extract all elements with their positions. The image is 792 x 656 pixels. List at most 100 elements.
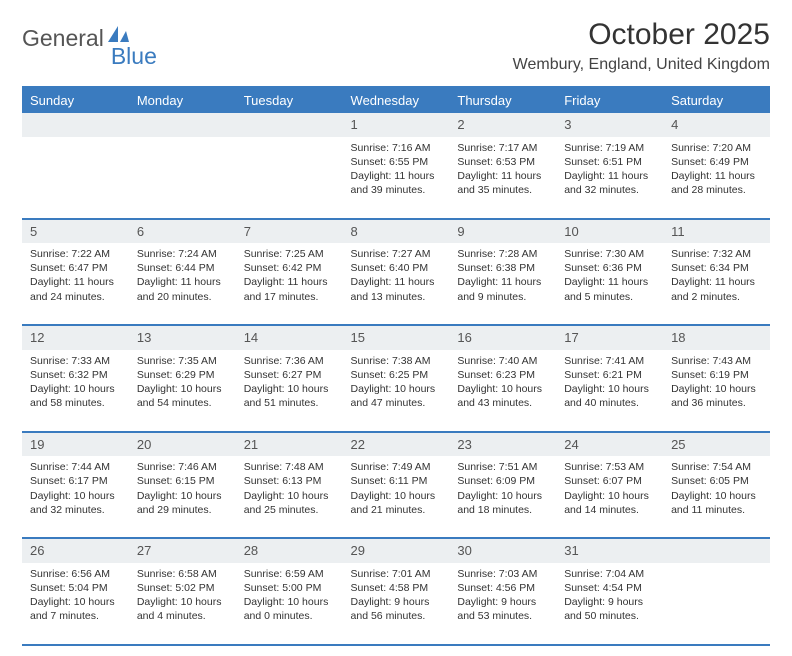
- sunrise-label: Sunrise: 7:48 AM: [244, 460, 337, 474]
- sunrise-label: Sunrise: 7:30 AM: [564, 247, 657, 261]
- sunrise-label: Sunrise: 7:44 AM: [30, 460, 123, 474]
- sunset-label: Sunset: 6:55 PM: [351, 155, 444, 169]
- day-number: 3: [556, 113, 663, 137]
- daynum-row: 262728293031: [22, 538, 770, 563]
- sunset-label: Sunset: 6:17 PM: [30, 474, 123, 488]
- day-number: 25: [663, 432, 770, 457]
- calendar-page: General Blue October 2025 Wembury, Engla…: [0, 0, 792, 656]
- daylight-label: Daylight: 11 hours and 24 minutes.: [30, 275, 123, 303]
- day-number: [663, 538, 770, 563]
- location-label: Wembury, England, United Kingdom: [513, 56, 770, 74]
- day-cell: Sunrise: 7:01 AMSunset: 4:58 PMDaylight:…: [343, 563, 450, 645]
- day-number: 4: [663, 113, 770, 137]
- sunrise-label: Sunrise: 7:41 AM: [564, 354, 657, 368]
- daylight-label: Daylight: 11 hours and 32 minutes.: [564, 169, 657, 197]
- sunrise-label: Sunrise: 7:19 AM: [564, 141, 657, 155]
- weekday-header: Saturday: [663, 87, 770, 113]
- day-number: 6: [129, 219, 236, 244]
- daylight-label: Daylight: 11 hours and 17 minutes.: [244, 275, 337, 303]
- daylight-label: Daylight: 9 hours and 56 minutes.: [351, 595, 444, 623]
- day-number: 22: [343, 432, 450, 457]
- day-number: 20: [129, 432, 236, 457]
- sunrise-label: Sunrise: 7:46 AM: [137, 460, 230, 474]
- sunrise-label: Sunrise: 7:16 AM: [351, 141, 444, 155]
- day-number: 17: [556, 325, 663, 350]
- sunset-label: Sunset: 6:23 PM: [457, 368, 550, 382]
- day-cell: [22, 137, 129, 219]
- daylight-label: Daylight: 11 hours and 5 minutes.: [564, 275, 657, 303]
- day-cell: Sunrise: 7:33 AMSunset: 6:32 PMDaylight:…: [22, 350, 129, 432]
- day-cell: [129, 137, 236, 219]
- sunset-label: Sunset: 6:51 PM: [564, 155, 657, 169]
- daylight-label: Daylight: 10 hours and 29 minutes.: [137, 489, 230, 517]
- sunset-label: Sunset: 5:04 PM: [30, 581, 123, 595]
- daylight-label: Daylight: 9 hours and 53 minutes.: [457, 595, 550, 623]
- daylight-label: Daylight: 10 hours and 21 minutes.: [351, 489, 444, 517]
- day-number: 1: [343, 113, 450, 137]
- daylight-label: Daylight: 10 hours and 43 minutes.: [457, 382, 550, 410]
- day-cell: Sunrise: 7:48 AMSunset: 6:13 PMDaylight:…: [236, 456, 343, 538]
- sunrise-label: Sunrise: 7:03 AM: [457, 567, 550, 581]
- page-header: General Blue October 2025 Wembury, Engla…: [22, 18, 770, 74]
- sunset-label: Sunset: 6:36 PM: [564, 261, 657, 275]
- sunset-label: Sunset: 6:09 PM: [457, 474, 550, 488]
- day-number: 12: [22, 325, 129, 350]
- day-number: 14: [236, 325, 343, 350]
- daynum-row: 12131415161718: [22, 325, 770, 350]
- weekday-header: Wednesday: [343, 87, 450, 113]
- sunset-label: Sunset: 4:58 PM: [351, 581, 444, 595]
- calendar-table: SundayMondayTuesdayWednesdayThursdayFrid…: [22, 86, 770, 646]
- sunrise-label: Sunrise: 7:24 AM: [137, 247, 230, 261]
- sunrise-label: Sunrise: 7:33 AM: [30, 354, 123, 368]
- sunset-label: Sunset: 4:54 PM: [564, 581, 657, 595]
- weekday-header: Sunday: [22, 87, 129, 113]
- day-cell: Sunrise: 6:59 AMSunset: 5:00 PMDaylight:…: [236, 563, 343, 645]
- day-number: 15: [343, 325, 450, 350]
- sunrise-label: Sunrise: 6:58 AM: [137, 567, 230, 581]
- sunrise-label: Sunrise: 7:17 AM: [457, 141, 550, 155]
- sunset-label: Sunset: 5:00 PM: [244, 581, 337, 595]
- day-cell: Sunrise: 7:40 AMSunset: 6:23 PMDaylight:…: [449, 350, 556, 432]
- day-number: 8: [343, 219, 450, 244]
- daylight-label: Daylight: 11 hours and 2 minutes.: [671, 275, 764, 303]
- daylight-label: Daylight: 10 hours and 58 minutes.: [30, 382, 123, 410]
- sunrise-label: Sunrise: 7:49 AM: [351, 460, 444, 474]
- day-cell: Sunrise: 7:25 AMSunset: 6:42 PMDaylight:…: [236, 243, 343, 325]
- day-cell: Sunrise: 7:43 AMSunset: 6:19 PMDaylight:…: [663, 350, 770, 432]
- day-number: 7: [236, 219, 343, 244]
- day-number: 18: [663, 325, 770, 350]
- daylight-label: Daylight: 10 hours and 0 minutes.: [244, 595, 337, 623]
- week-row: Sunrise: 6:56 AMSunset: 5:04 PMDaylight:…: [22, 563, 770, 645]
- weekday-header: Thursday: [449, 87, 556, 113]
- day-number: 31: [556, 538, 663, 563]
- day-cell: Sunrise: 7:04 AMSunset: 4:54 PMDaylight:…: [556, 563, 663, 645]
- daynum-row: 1234: [22, 113, 770, 137]
- day-number: [129, 113, 236, 137]
- sunset-label: Sunset: 6:32 PM: [30, 368, 123, 382]
- day-number: 26: [22, 538, 129, 563]
- sunset-label: Sunset: 6:27 PM: [244, 368, 337, 382]
- day-cell: Sunrise: 7:36 AMSunset: 6:27 PMDaylight:…: [236, 350, 343, 432]
- day-number: 29: [343, 538, 450, 563]
- sunrise-label: Sunrise: 7:32 AM: [671, 247, 764, 261]
- daylight-label: Daylight: 10 hours and 54 minutes.: [137, 382, 230, 410]
- daylight-label: Daylight: 10 hours and 7 minutes.: [30, 595, 123, 623]
- day-cell: Sunrise: 7:35 AMSunset: 6:29 PMDaylight:…: [129, 350, 236, 432]
- sunrise-label: Sunrise: 7:27 AM: [351, 247, 444, 261]
- logo-word-b: Blue: [111, 43, 157, 70]
- daylight-label: Daylight: 10 hours and 51 minutes.: [244, 382, 337, 410]
- weekday-header: Tuesday: [236, 87, 343, 113]
- sunset-label: Sunset: 6:07 PM: [564, 474, 657, 488]
- weekday-header: Monday: [129, 87, 236, 113]
- sunrise-label: Sunrise: 7:01 AM: [351, 567, 444, 581]
- sunset-label: Sunset: 6:05 PM: [671, 474, 764, 488]
- day-cell: Sunrise: 7:46 AMSunset: 6:15 PMDaylight:…: [129, 456, 236, 538]
- daylight-label: Daylight: 11 hours and 9 minutes.: [457, 275, 550, 303]
- sunrise-label: Sunrise: 7:36 AM: [244, 354, 337, 368]
- sunrise-label: Sunrise: 7:28 AM: [457, 247, 550, 261]
- day-cell: Sunrise: 7:30 AMSunset: 6:36 PMDaylight:…: [556, 243, 663, 325]
- sunset-label: Sunset: 6:29 PM: [137, 368, 230, 382]
- day-number: 13: [129, 325, 236, 350]
- day-number: 2: [449, 113, 556, 137]
- sunrise-label: Sunrise: 7:04 AM: [564, 567, 657, 581]
